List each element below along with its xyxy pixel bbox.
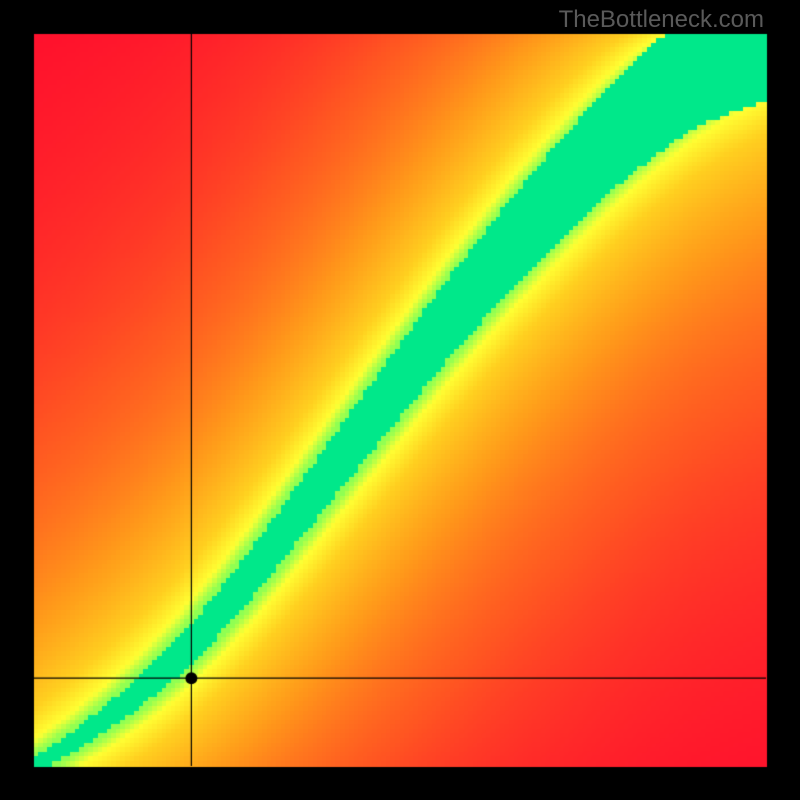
bottleneck-heatmap xyxy=(0,0,800,800)
chart-container: TheBottleneck.com xyxy=(0,0,800,800)
watermark-text: TheBottleneck.com xyxy=(559,6,764,34)
